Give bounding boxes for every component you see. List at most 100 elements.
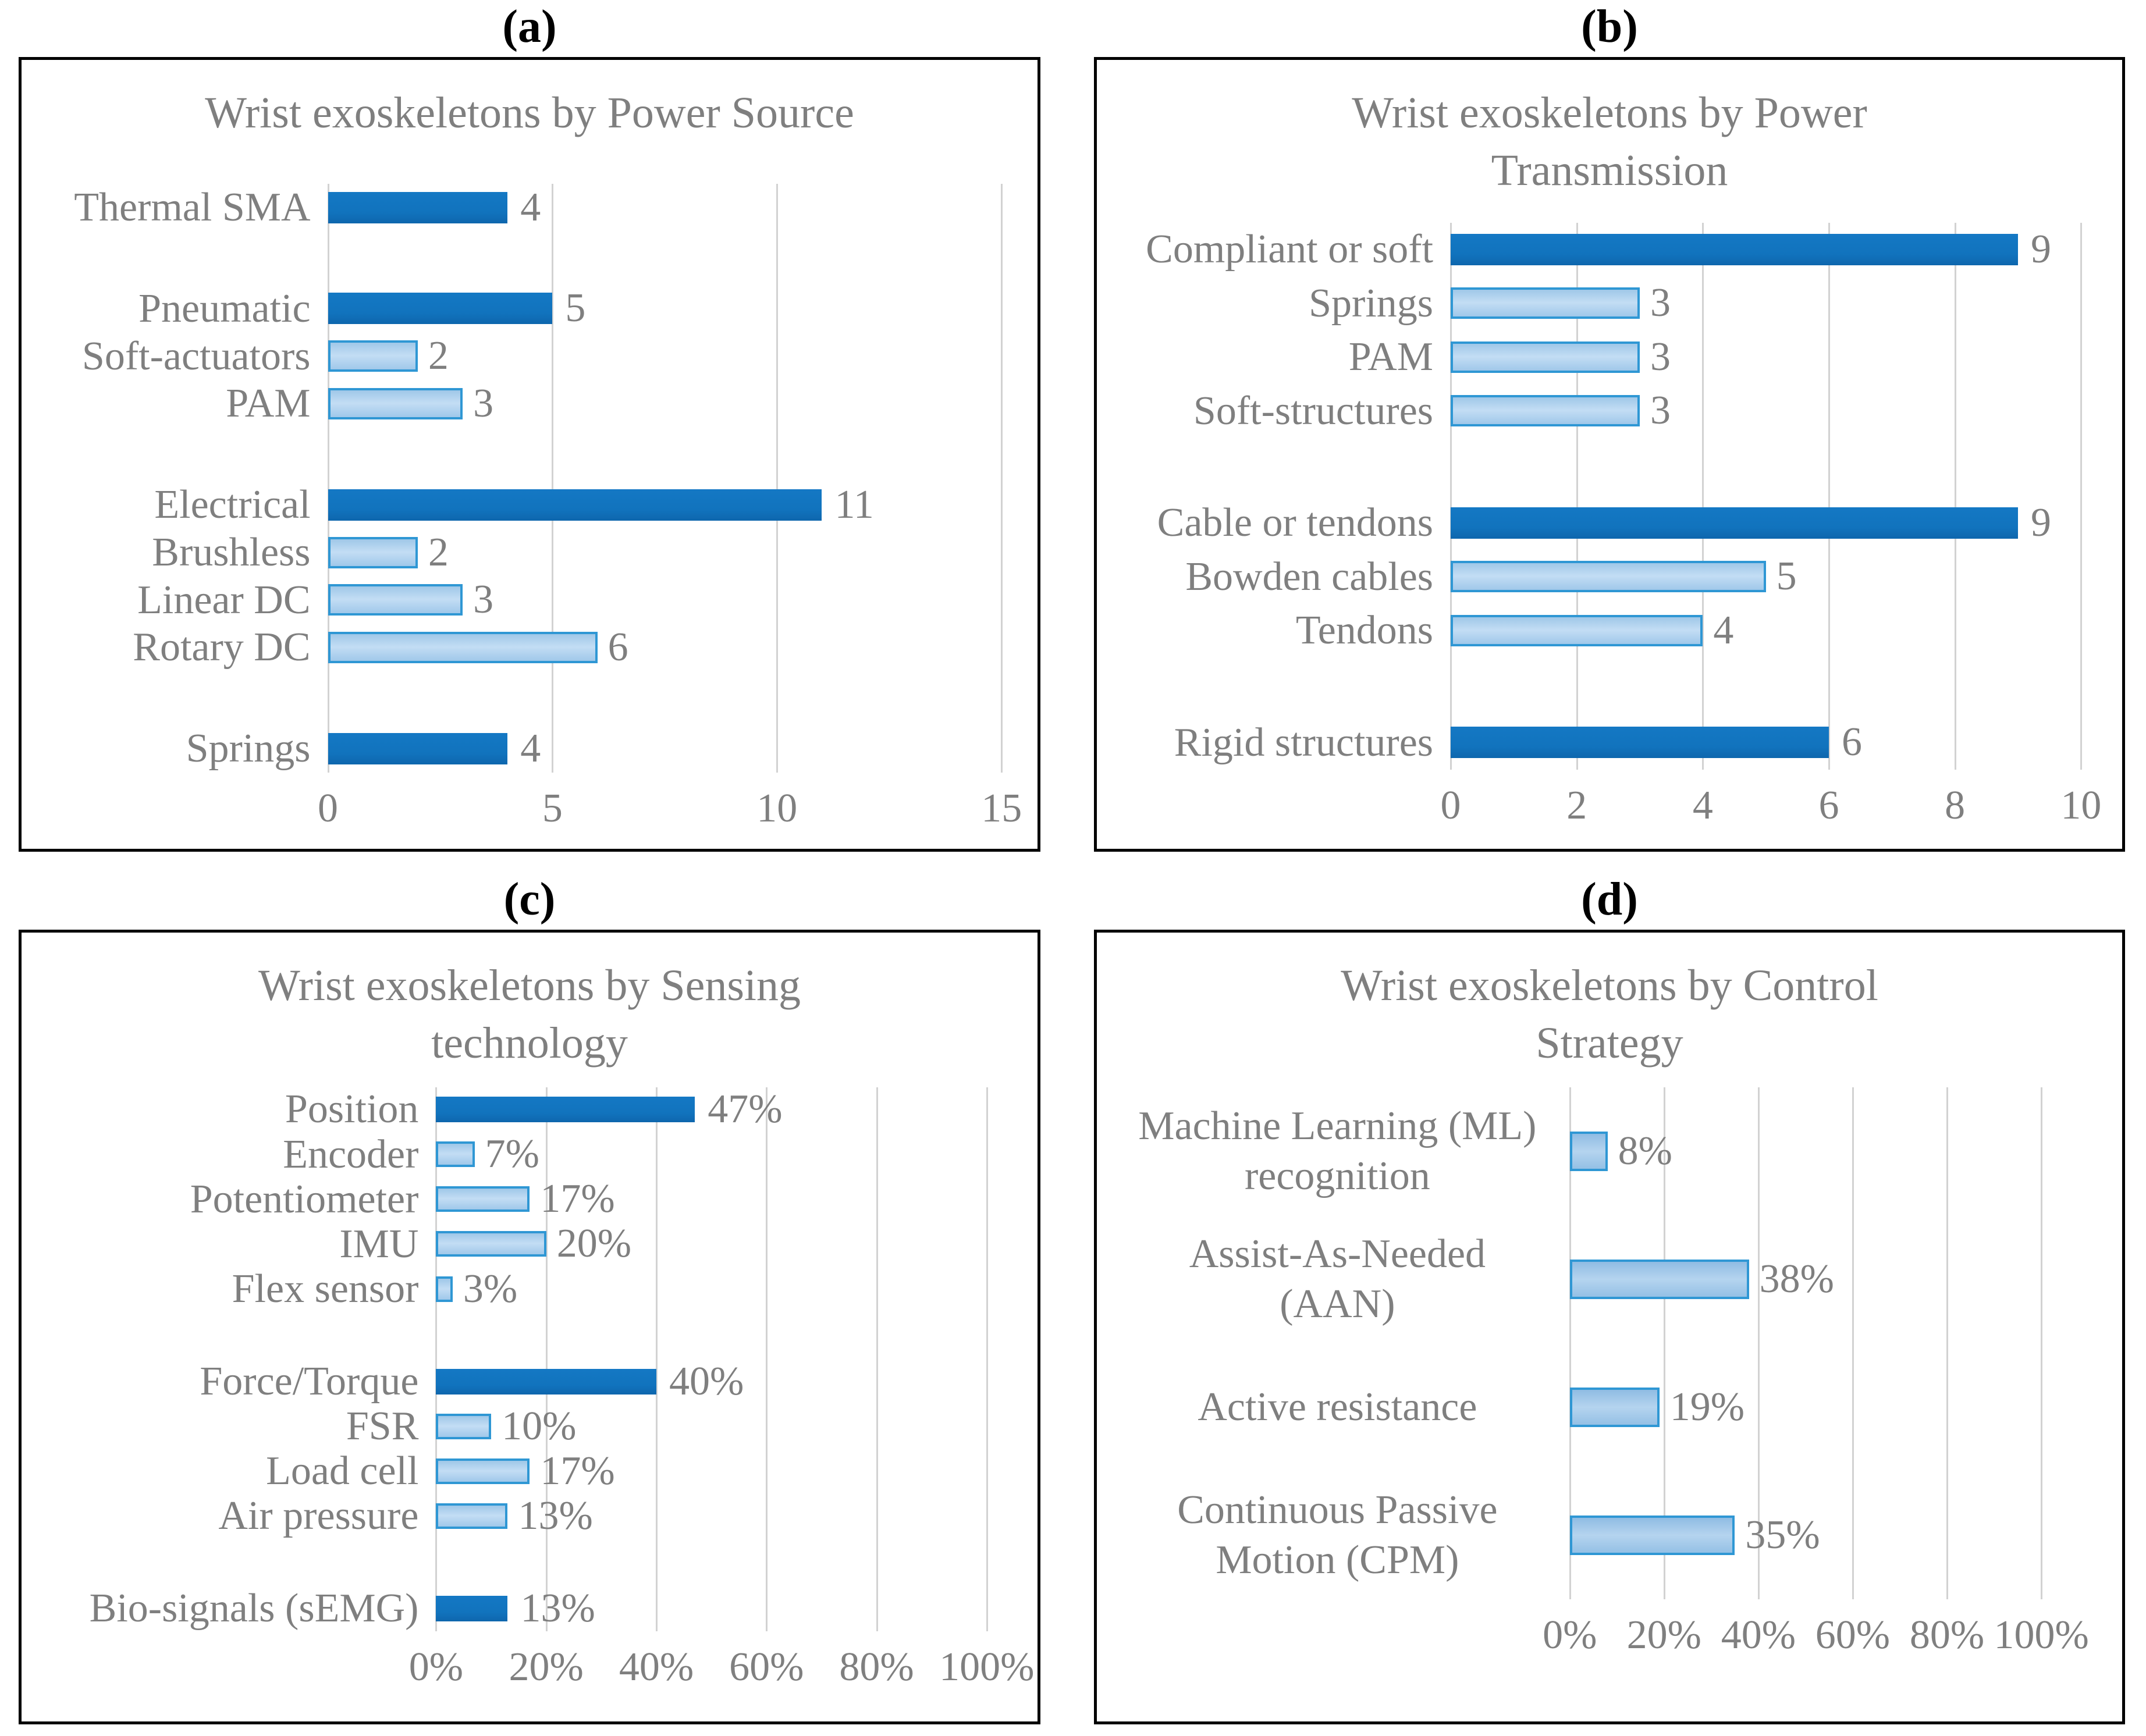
chart-title: Wrist exoskeletons by Power Source xyxy=(205,88,854,137)
bar-value-label: 9 xyxy=(2030,226,2051,272)
bar-value-label: 13% xyxy=(518,1493,593,1538)
gridline xyxy=(2041,1087,2043,1599)
bar: 3 xyxy=(328,381,493,426)
bar-value-label: 5 xyxy=(565,286,586,331)
gridline xyxy=(766,1087,768,1631)
bar-rows: Position 47% Encoder 7% Potentiometer 17% IMU 2… xyxy=(38,1087,1021,1631)
bar: 3 xyxy=(1451,335,1671,379)
category-label: Assist-As-Needed (AAN) xyxy=(1189,1232,1486,1326)
bar-track: 38% xyxy=(1569,1215,2041,1343)
bar-track: 3 xyxy=(1451,276,2081,330)
bar: 19% xyxy=(1569,1385,1744,1429)
bar-row: Bio-signals (sEMG) 13% xyxy=(38,1586,1021,1631)
gridline xyxy=(545,1087,548,1631)
x-axis-tick-label: 20% xyxy=(509,1644,584,1689)
gridline xyxy=(435,1087,438,1631)
bar: 7% xyxy=(436,1132,539,1176)
bar-row: Linear DC 3 xyxy=(38,576,1021,624)
category-label: Active resistance xyxy=(1198,1384,1477,1429)
x-axis-tick-label: 15 xyxy=(981,785,1022,831)
bar-value-label: 3 xyxy=(1650,334,1671,379)
bar-row: Compliant or soft 9 xyxy=(1113,223,2106,277)
x-axis-tick-label: 0% xyxy=(408,1644,464,1689)
category-label: Electrical xyxy=(154,482,311,528)
chart-title: Wrist exoskeletons by Power Transmission xyxy=(1352,88,1867,195)
gridline xyxy=(1757,1087,1760,1599)
chart-body: Position 47% Encoder 7% Potentiometer 17% IMU 2… xyxy=(38,1087,1035,1711)
category-label: Springs xyxy=(1309,280,1434,326)
bar-row: Thermal SMA 4 xyxy=(38,184,1021,232)
bar-value-label: 10% xyxy=(502,1403,577,1449)
bar-value-label: 17% xyxy=(540,1176,615,1222)
bar: 17% xyxy=(436,1176,615,1221)
bar-row: Bowden cables 5 xyxy=(1113,550,2106,604)
x-axis-tick-label: 60% xyxy=(729,1644,804,1689)
category-label: Machine Learning (ML) recognition xyxy=(1138,1104,1537,1198)
bar: 11 xyxy=(328,482,874,527)
category-label: Rotary DC xyxy=(133,625,311,670)
gridline xyxy=(1954,222,1956,770)
category-label: PAM xyxy=(1348,335,1434,380)
bar-value-label: 35% xyxy=(1745,1512,1820,1557)
bar-track: 8% xyxy=(1569,1087,2041,1215)
bar-row: Springs 4 xyxy=(38,725,1021,773)
bar: 5 xyxy=(328,286,585,330)
category-label: Rigid structures xyxy=(1174,720,1434,765)
bar-row: Position 47% xyxy=(38,1087,1021,1132)
bar-track: 5 xyxy=(1451,550,2081,604)
bar-row: PAM 3 xyxy=(38,380,1021,428)
bar-track: 4 xyxy=(1451,604,2081,658)
bar-track: 2 xyxy=(328,529,1002,577)
bar-row: FSR 10% xyxy=(38,1404,1021,1449)
category-label: Continuous Passive Motion (CPM) xyxy=(1177,1488,1498,1582)
gridline xyxy=(655,1087,658,1631)
bar-track: 47% xyxy=(436,1087,986,1132)
bar-value-label: 47% xyxy=(708,1087,783,1132)
bar: 9 xyxy=(1451,227,2051,272)
bar-row: Cable or tendons 9 xyxy=(1113,496,2106,550)
bar-row: Load cell 17% xyxy=(38,1449,1021,1493)
bar-value-label: 3 xyxy=(1650,280,1671,326)
chart-title: Wrist exoskeletons by Sensing technology xyxy=(258,961,801,1068)
x-axis-tick-label: 20% xyxy=(1626,1612,1701,1657)
bar: 2 xyxy=(328,530,449,575)
figure-label-c: (c) xyxy=(503,874,556,925)
bar-row: Springs 3 xyxy=(1113,276,2106,330)
bar-value-label: 9 xyxy=(2030,500,2051,545)
bar: 2 xyxy=(328,333,449,378)
bar-row: Pneumatic 5 xyxy=(38,285,1021,333)
x-axis-tick-label: 80% xyxy=(1909,1612,1985,1657)
panel-cell-b: (b) Wrist exoskeletons by Power Transmis… xyxy=(1094,3,2125,852)
bar-row: Air pressure 13% xyxy=(38,1493,1021,1538)
x-axis-tick-label: 2 xyxy=(1566,782,1587,828)
x-axis-tick-label: 100% xyxy=(1994,1612,2089,1657)
category-label: Load cell xyxy=(266,1449,419,1494)
bar-row: Encoder 7% xyxy=(38,1132,1021,1177)
category-label: FSR xyxy=(346,1404,419,1449)
category-label: Force/Torque xyxy=(200,1358,419,1404)
bar-value-label: 4 xyxy=(1713,607,1734,653)
bar-row: Electrical 11 xyxy=(38,481,1021,529)
bar: 13% xyxy=(436,1493,593,1538)
gridline xyxy=(876,1087,878,1631)
bar-track: 4 xyxy=(328,184,1002,232)
bar: 4 xyxy=(328,185,541,230)
bar-value-label: 3 xyxy=(473,577,494,622)
plot-gridlines xyxy=(1450,222,2083,770)
bar-rows: Machine Learning (ML) recognition 8% Assis… xyxy=(1113,1087,2106,1599)
category-label: Compliant or soft xyxy=(1146,227,1434,272)
bar: 10% xyxy=(436,1404,576,1449)
category-label: Bowden cables xyxy=(1185,554,1434,599)
bar-value-label: 19% xyxy=(1669,1384,1745,1429)
gridline xyxy=(776,183,779,773)
bar-track: 20% xyxy=(436,1221,986,1267)
chart-panel-a: Wrist exoskeletons by Power Source Therm… xyxy=(19,57,1040,852)
bar: 3% xyxy=(436,1267,517,1311)
x-axis: 0% 20% 40% 60% 80% 100% xyxy=(409,1631,1035,1711)
bar-track: 3 xyxy=(328,576,1002,624)
bar-track: 3 xyxy=(1451,330,2081,385)
bar-track: 9 xyxy=(1451,496,2081,550)
gridline xyxy=(1450,222,1452,770)
gridline xyxy=(1852,1087,1854,1599)
group-spacer xyxy=(38,428,1021,481)
